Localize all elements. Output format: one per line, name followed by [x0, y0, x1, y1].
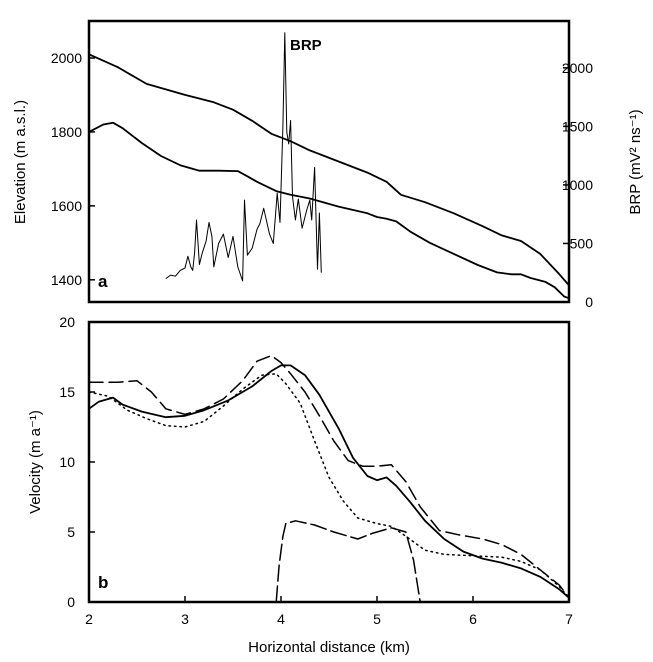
y-tick-label: 1400: [51, 272, 82, 288]
y-right-tick-label: 500: [570, 235, 594, 251]
panel-b-xlabel: Horizontal distance (km): [248, 639, 410, 656]
panel-b-series: [88, 354, 570, 603]
panel-a: 1400 1600 1800 2000 0 500 1000 1500 2000 a BRP …: [12, 19, 644, 310]
elevation-line-1: [88, 53, 570, 286]
brp-annotation: BRP: [290, 37, 322, 54]
y-tick-label: 1600: [51, 198, 82, 214]
y-tick-label: 5: [67, 524, 75, 540]
panel-a-y-ticks-right: 0 500 1000 1500 2000: [562, 60, 593, 310]
x-tick-label: 6: [469, 611, 477, 627]
panel-b: 0 5 10 15 20 2 3 4 5 6 7 b Velocity (m a⁻¹) Horiz…: [27, 314, 573, 656]
panel-a-series: [88, 32, 570, 300]
panel-a-frame: [87, 19, 571, 304]
velocity-line-dotted: [88, 373, 570, 599]
y-tick-label: 2000: [51, 50, 82, 66]
x-tick-label: 5: [373, 611, 381, 627]
panel-b-label: b: [98, 573, 108, 592]
y-tick-label: 20: [59, 314, 75, 330]
panel-a-ylabel-right: BRP (mV² ns⁻¹): [627, 109, 644, 214]
y-right-tick-label: 1500: [562, 118, 593, 134]
panel-a-ylabel: Elevation (m a.s.l.): [12, 100, 29, 224]
velocity-line-long-dash: [275, 520, 421, 603]
x-tick-label: 3: [181, 611, 189, 627]
y-tick-label: 0: [67, 594, 75, 610]
panel-a-label: a: [98, 272, 108, 291]
velocity-line-solid: [88, 364, 570, 599]
velocity-line-dashed: [88, 354, 570, 599]
panel-b-frame: [87, 320, 571, 604]
x-tick-label: 4: [277, 611, 285, 627]
y-tick-label: 10: [59, 454, 75, 470]
x-tick-label: 7: [565, 611, 573, 627]
y-right-tick-label: 2000: [562, 60, 593, 76]
panel-b-ylabel: Velocity (m a⁻¹): [27, 410, 44, 514]
y-tick-label: 1800: [51, 124, 82, 140]
elevation-line-2: [88, 121, 570, 300]
brp-line: [165, 32, 322, 282]
panel-b-y-ticks: 0 5 10 15 20: [59, 314, 95, 610]
panel-b-x-ticks: 2 3 4 5 6 7: [85, 596, 573, 627]
y-tick-label: 15: [59, 384, 75, 400]
y-right-tick-label: 1000: [562, 177, 593, 193]
panel-a-y-ticks-left: 1400 1600 1800 2000: [51, 50, 95, 288]
x-tick-label: 2: [85, 611, 93, 627]
y-right-tick-label: 0: [585, 294, 593, 310]
